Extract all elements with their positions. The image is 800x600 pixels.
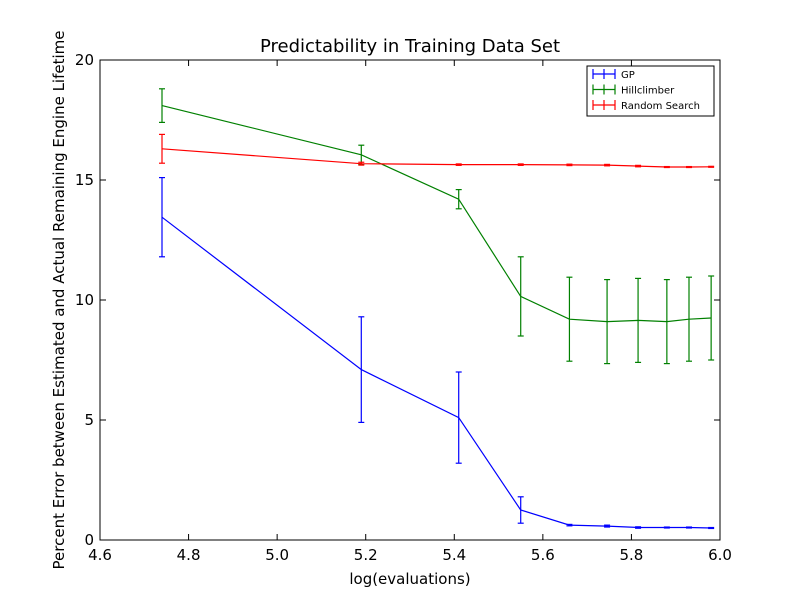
error-bar-gp: [517, 496, 524, 524]
error-bar-gp: [358, 316, 365, 423]
error-bar-gp: [566, 523, 573, 527]
x-tick-label: 5.2: [354, 546, 378, 564]
legend-label-hillclimber: Hillclimber: [621, 86, 675, 97]
error-bar-random-search: [358, 161, 365, 166]
error-bar-random-search: [708, 165, 715, 168]
legend-entry-gp: GP: [592, 69, 635, 81]
error-bar-random-search: [517, 163, 524, 166]
error-bar-random-search: [635, 164, 642, 168]
series-random-search: [159, 133, 715, 169]
error-bar-random-search: [686, 165, 692, 169]
error-bar-gp: [635, 526, 642, 529]
error-bar-hillclimber: [635, 277, 642, 363]
legend-entry-hillclimber: Hillclimber: [592, 84, 675, 97]
legend-label-gp: GP: [621, 70, 635, 81]
x-tick-label: 6.0: [708, 546, 732, 564]
y-tick-label: 10: [75, 291, 94, 309]
error-bar-random-search: [566, 163, 573, 167]
error-bar-random-search: [455, 163, 462, 166]
error-bar-hillclimber: [159, 88, 165, 124]
series-line-random-search: [161, 148, 712, 168]
error-bar-hillclimber: [708, 275, 715, 361]
error-bar-hillclimber: [686, 276, 692, 362]
y-tick-label: 5: [84, 411, 94, 429]
error-bar-random-search: [604, 163, 611, 167]
error-bar-gp: [455, 371, 462, 464]
legend-entry-random-search: Random Search: [592, 100, 700, 112]
legend: GP Hillclimber Random Search: [586, 65, 715, 117]
series-line-hillclimber: [161, 105, 712, 323]
y-tick-label: 0: [84, 531, 94, 549]
chart-title: Predictability in Training Data Set: [260, 36, 560, 57]
error-bar-hillclimber: [663, 279, 670, 365]
series-line-gp: [161, 216, 712, 529]
x-axis-label: log(evaluations): [349, 570, 470, 588]
y-axis-label: Percent Error between Estimated and Actu…: [50, 31, 68, 570]
error-bar-hillclimber: [517, 256, 524, 337]
error-bar-gp: [663, 526, 670, 529]
x-tick-label: 4.6: [88, 546, 112, 564]
plot-area: [100, 60, 720, 540]
y-tick-label: 20: [75, 51, 94, 69]
x-tick-label: 5.6: [531, 546, 555, 564]
x-tick-label: 5.4: [442, 546, 466, 564]
error-bar-hillclimber: [566, 276, 573, 362]
x-tick-label: 4.8: [177, 546, 201, 564]
error-bar-random-search: [159, 133, 165, 164]
legend-label-random-search: Random Search: [621, 101, 700, 112]
error-bar-hillclimber: [455, 189, 462, 210]
y-tick-label: 15: [75, 171, 94, 189]
series-layer: [159, 88, 715, 530]
error-bar-gp: [604, 524, 611, 528]
error-bar-gp: [159, 177, 165, 258]
series-gp: [159, 177, 715, 530]
x-tick-label: 5.8: [619, 546, 643, 564]
series-hillclimber: [159, 88, 715, 365]
error-bar-hillclimber: [604, 279, 611, 365]
error-bar-gp: [708, 526, 715, 530]
tick-layer: 4.6 4.8 5.0 5.2 5.4 5.6 5.8 6.0 0 5 10 15 20: [75, 51, 732, 564]
error-bar-random-search: [663, 165, 670, 169]
error-bar-gp: [686, 526, 692, 529]
x-tick-label: 5.0: [265, 546, 289, 564]
